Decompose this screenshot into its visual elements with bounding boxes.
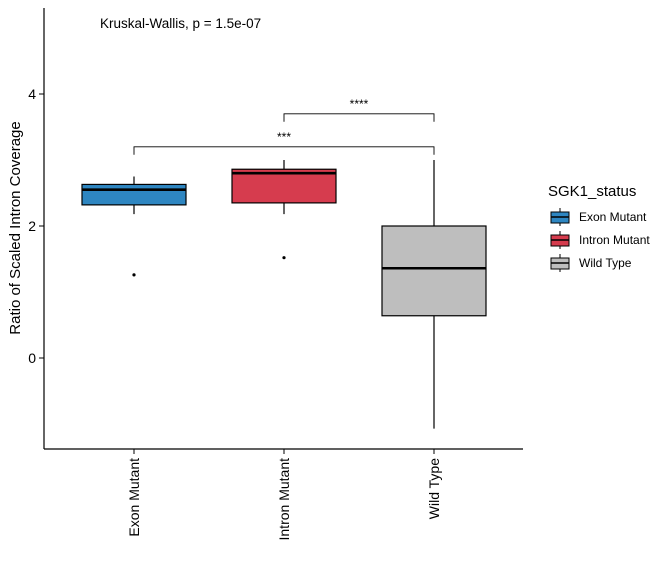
y-tick-label-2: 2: [28, 218, 36, 234]
legend-label-exon-mutant: Exon Mutant: [579, 210, 647, 224]
legend-label-intron-mutant: Intron Mutant: [579, 233, 650, 247]
comparison-bracket-1: [133, 146, 435, 155]
comparison-label-2: ****: [350, 97, 369, 111]
wild-type-box: [381, 225, 487, 317]
x-tick-label-intron-mutant: Intron Mutant: [276, 458, 292, 541]
y-tick-label-0: 0: [28, 350, 36, 366]
exon-mutant-box: [81, 183, 187, 206]
legend-label-wild-type: Wild Type: [579, 256, 632, 270]
intron-mutant-box: [231, 168, 337, 204]
y-axis-title: Ratio of Scaled Intron Coverage: [7, 121, 24, 334]
legend-title: SGK1_status: [548, 183, 636, 200]
x-tick-label-exon-mutant: Exon Mutant: [126, 458, 142, 537]
plot-area: Exon Mutant Intron Mutant Wild Type*******…: [28, 8, 523, 541]
intron-mutant-outlier: [282, 256, 286, 260]
y-tick-label-4: 4: [28, 86, 36, 102]
comparison-label-1: ***: [277, 130, 291, 144]
x-tick-label-wild-type: Wild Type: [426, 458, 442, 519]
comparison-bracket-2: [283, 113, 435, 122]
exon-mutant-outlier: [132, 273, 136, 277]
kruskal-wallis-annotation: Kruskal-Wallis, p = 1.5e-07: [100, 16, 261, 31]
legend: SGK1_status Exon Mutant Intron Mutant Wild…: [548, 183, 650, 272]
